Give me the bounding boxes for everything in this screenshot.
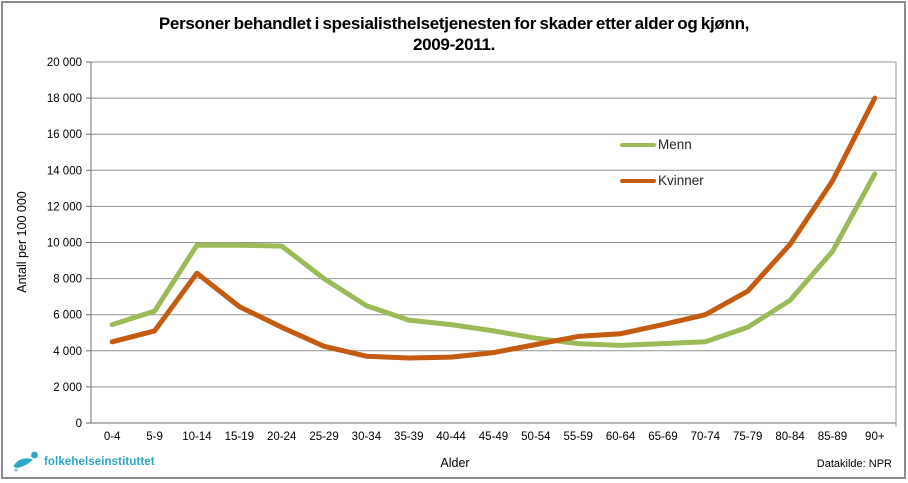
chart-title-line1: Personer behandlet i spesialisthelsetjen…	[158, 14, 750, 33]
chart-title: Personer behandlet i spesialisthelsetjen…	[0, 13, 908, 55]
chart-title-line2: 2009-2011.	[412, 35, 496, 54]
x-axis-title: Alder	[440, 456, 470, 470]
x-tick-label: 45-49	[479, 431, 508, 443]
y-tick-label: 12 000	[47, 201, 82, 213]
x-tick-label: 80-84	[775, 431, 805, 443]
x-tick-label: 40-44	[436, 431, 466, 443]
series-line-kvinner	[109, 95, 878, 361]
y-tick-label: 2 000	[53, 382, 82, 394]
x-tick-label: 15-19	[225, 431, 254, 443]
legend-swatch-menn	[620, 142, 656, 147]
x-tick-label: 35-39	[394, 431, 423, 443]
x-tick-label: 0-4	[104, 431, 121, 443]
y-tick-label: 14 000	[47, 165, 82, 177]
x-tick-label: 55-59	[564, 431, 593, 443]
legend-label-kvinner: Kvinner	[658, 173, 704, 188]
legend-label-menn: Menn	[658, 137, 692, 152]
legend-item-menn: Menn	[620, 137, 704, 152]
x-tick-label: 20-24	[267, 431, 297, 443]
y-tick-label: 20 000	[47, 57, 82, 69]
x-tick-label: 5-9	[146, 431, 163, 443]
data-source-label: Datakilde: NPR	[816, 458, 892, 470]
y-tick-label: 4 000	[53, 346, 82, 358]
x-tick-label: 85-89	[818, 431, 847, 443]
fhi-logo-text: folkehelseinstituttet	[44, 456, 155, 468]
x-tick-label: 30-34	[352, 431, 382, 443]
x-tick-label: 65-69	[648, 431, 677, 443]
legend: Menn Kvinner	[620, 137, 704, 188]
y-tick-label: 18 000	[47, 93, 82, 105]
x-tick-label: 10-14	[182, 431, 212, 443]
x-tick-label: 50-54	[521, 431, 551, 443]
y-tick-label: 0	[76, 418, 82, 430]
x-tick-label: 60-64	[606, 431, 636, 443]
x-tick-label: 70-74	[691, 431, 721, 443]
x-tick-label: 25-29	[309, 431, 338, 443]
y-axis-title: Antall per 100 000	[15, 191, 29, 293]
series-line-menn	[109, 171, 878, 348]
x-tick-label: 90+	[865, 431, 885, 443]
legend-swatch-kvinner	[620, 178, 656, 183]
y-tick-label: 16 000	[47, 129, 82, 141]
fhi-swirl-icon	[13, 451, 38, 472]
x-tick-label: 75-79	[733, 431, 762, 443]
y-tick-label: 8 000	[53, 274, 82, 286]
y-tick-label: 10 000	[47, 238, 82, 250]
legend-item-kvinner: Kvinner	[620, 173, 704, 188]
fhi-logo: folkehelseinstituttet	[12, 450, 155, 474]
y-tick-label: 6 000	[53, 310, 82, 322]
